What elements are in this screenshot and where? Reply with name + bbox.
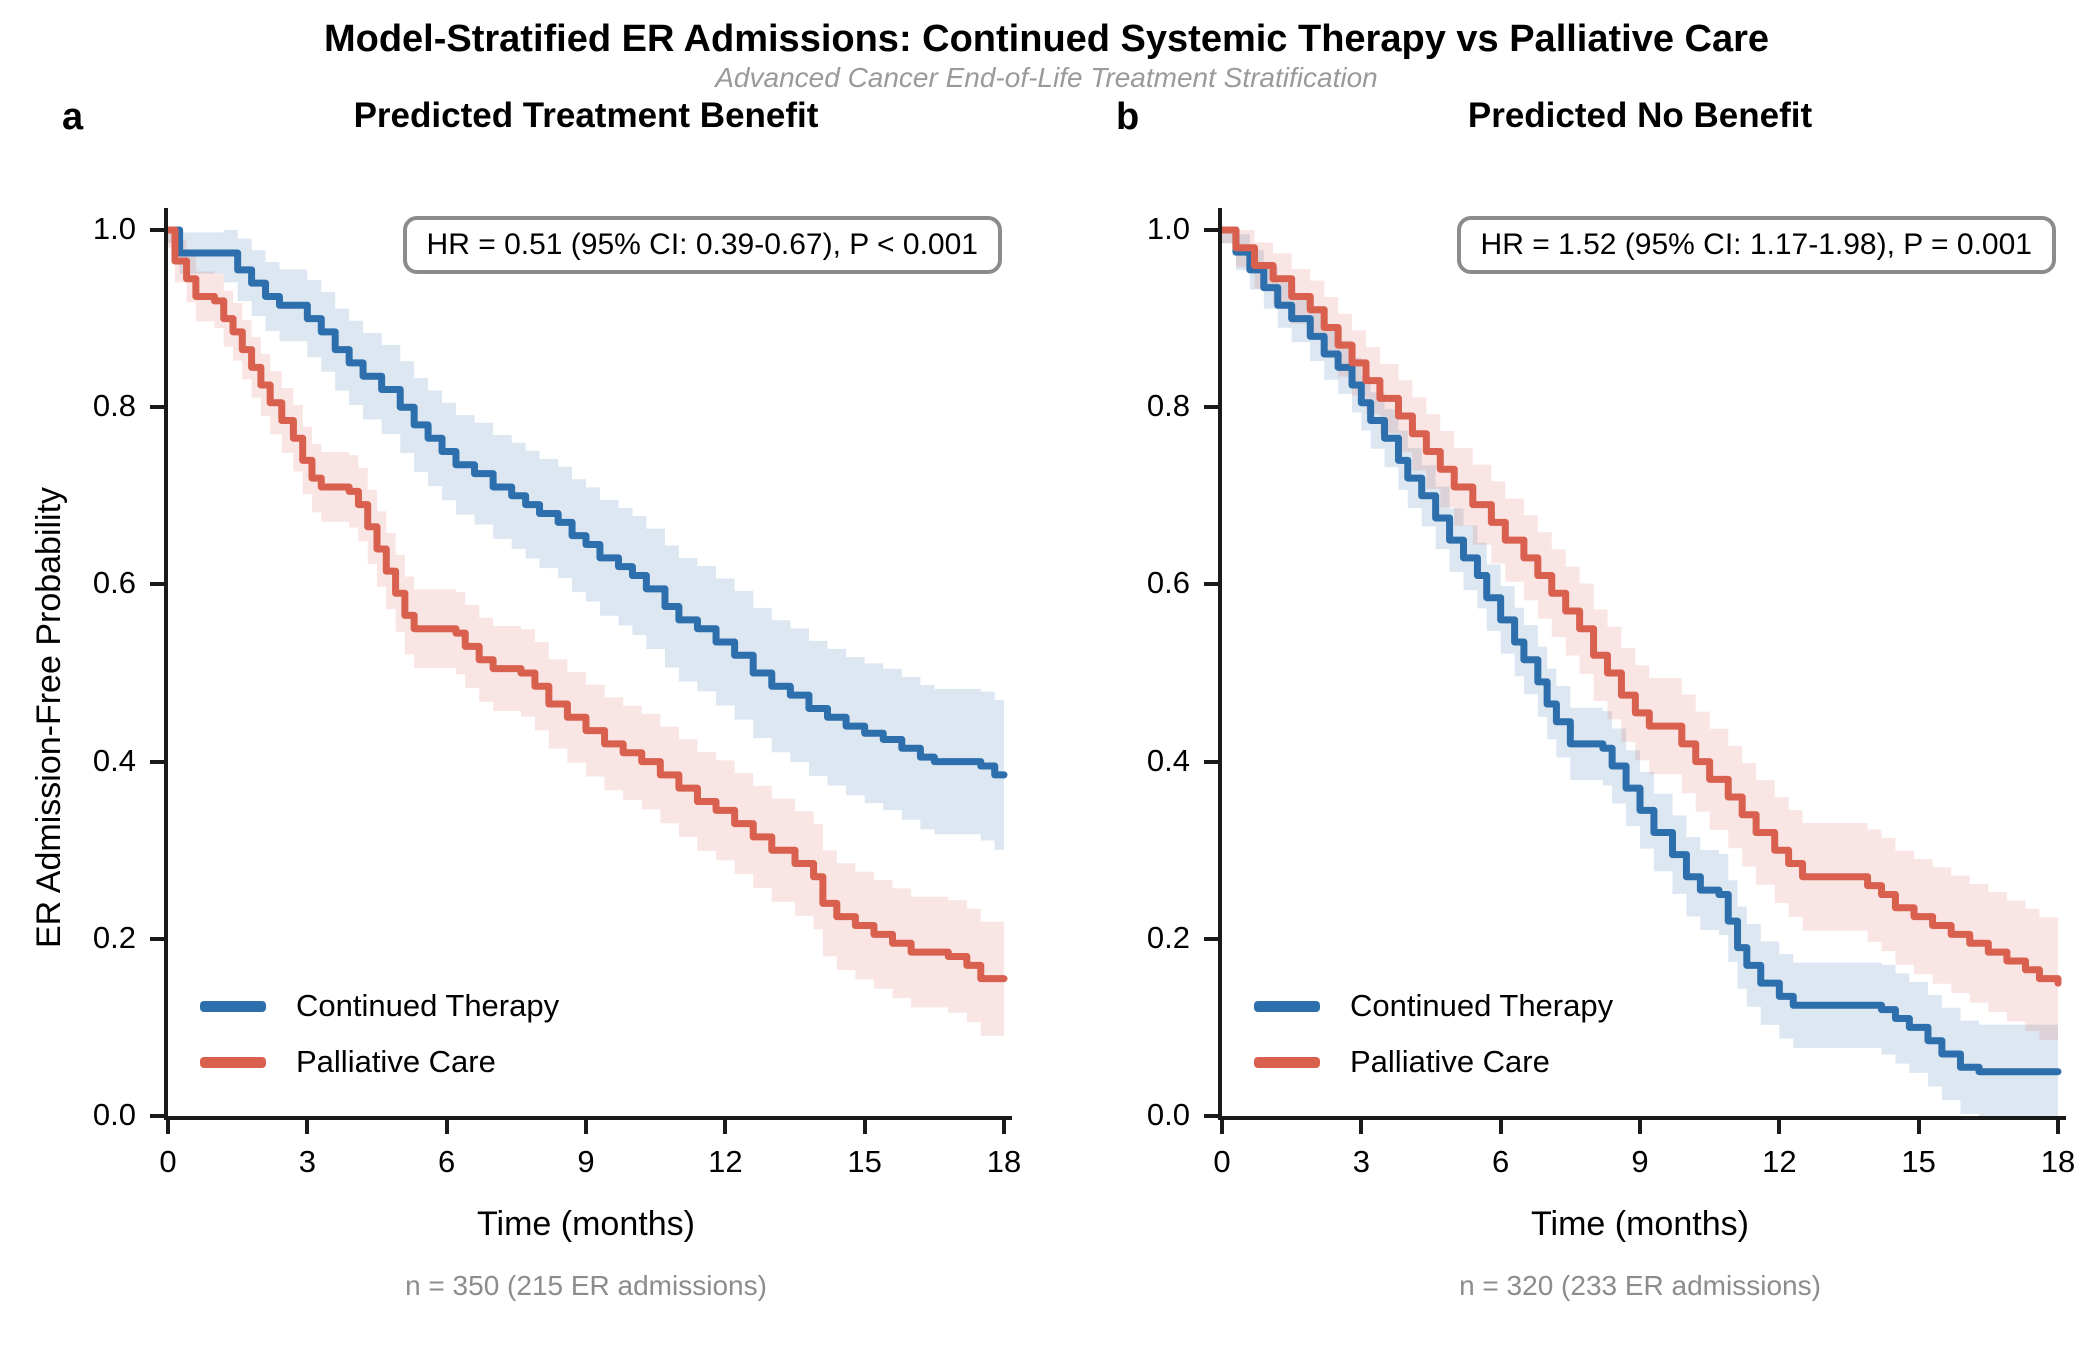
- panel-a-hr-annotation: HR = 0.51 (95% CI: 0.39-0.67), P < 0.001: [402, 216, 1002, 274]
- figure-subtitle: Advanced Cancer End-of-Life Treatment St…: [715, 62, 1378, 93]
- y-tick-label: 1.0: [1146, 211, 1190, 246]
- y-axis-spine: [1218, 208, 1222, 1120]
- panel-b-caption: n = 320 (233 ER admissions): [1459, 1270, 1821, 1301]
- x-tick-label: 3: [1352, 1144, 1370, 1179]
- y-tick: [1204, 582, 1218, 587]
- panel-a-legend: Continued Therapy Palliative Care: [200, 988, 559, 1080]
- x-tick-label: 6: [1492, 1144, 1510, 1179]
- panel-b-legend: Continued Therapy Palliative Care: [1254, 988, 1613, 1080]
- panel-b-km-curves: [1218, 226, 2062, 1116]
- continued-therapy-km-curve: [164, 226, 1008, 779]
- y-tick: [150, 936, 164, 941]
- y-tick-label: 0.0: [1146, 1097, 1190, 1132]
- x-tick-label: 18: [2040, 1144, 2076, 1179]
- x-tick: [444, 1120, 449, 1134]
- continued-therapy-line-swatch: [1254, 1000, 1320, 1012]
- x-tick: [1777, 1120, 1782, 1134]
- y-tick: [150, 228, 164, 232]
- panel-b-x-axis-label: Time (months): [1531, 1205, 1749, 1243]
- x-tick: [1002, 1120, 1006, 1134]
- x-tick-label: 12: [1762, 1144, 1797, 1179]
- y-tick: [1204, 936, 1218, 941]
- y-tick-label: 0.6: [92, 565, 136, 601]
- y-tick: [1204, 228, 1218, 232]
- y-tick-label: 0.4: [92, 742, 136, 778]
- legend-label-continued-therapy: Continued Therapy: [296, 988, 560, 1023]
- legend-label-continued-therapy: Continued Therapy: [1350, 988, 1614, 1023]
- x-axis-spine: [164, 1116, 1012, 1120]
- y-tick-label: 1.0: [92, 211, 136, 246]
- continued-therapy-km-curve: [1218, 226, 2062, 1076]
- x-tick-label: 0: [159, 1144, 177, 1179]
- y-tick-label: 0.6: [1146, 565, 1190, 601]
- y-tick: [1204, 405, 1218, 410]
- x-tick: [166, 1120, 170, 1134]
- legend-row-continued-therapy: Continued Therapy: [1254, 988, 1613, 1024]
- x-tick-label: 15: [847, 1144, 882, 1179]
- palliative-care-km-curve: [1218, 226, 2062, 987]
- palliative-care-line-swatch: [1254, 1056, 1320, 1068]
- y-tick-label: 0.4: [1146, 742, 1190, 778]
- y-axis-spine: [164, 208, 168, 1120]
- y-tick-label: 0.2: [1146, 919, 1190, 955]
- y-tick: [150, 405, 164, 410]
- legend-row-palliative-care: Palliative Care: [1254, 1044, 1613, 1080]
- y-tick: [150, 1114, 164, 1118]
- y-tick-label: 0.8: [1146, 388, 1190, 424]
- panel-a-label: a: [62, 96, 84, 138]
- legend-label-palliative-care: Palliative Care: [296, 1044, 496, 1079]
- x-tick-label: 3: [298, 1144, 316, 1179]
- y-tick: [150, 759, 164, 764]
- panel-a-title: Predicted Treatment Benefit: [353, 96, 819, 135]
- panel-b-title: Predicted No Benefit: [1467, 96, 1813, 135]
- x-tick-label: 6: [438, 1144, 456, 1179]
- legend-label-palliative-care: Palliative Care: [1350, 1044, 1550, 1079]
- x-axis-spine: [1218, 1116, 2066, 1120]
- panel-b-hr-annotation: HR = 1.52 (95% CI: 1.17-1.98), P = 0.001: [1456, 216, 2056, 274]
- figure-title: Model-Stratified ER Admissions: Continue…: [323, 18, 1770, 60]
- x-tick: [1359, 1120, 1364, 1134]
- x-tick: [584, 1120, 588, 1134]
- palliative-care-line-swatch: [200, 1056, 266, 1068]
- x-tick-label: 15: [1901, 1144, 1936, 1179]
- legend-row-continued-therapy: Continued Therapy: [200, 988, 559, 1024]
- x-tick-label: 0: [1213, 1144, 1231, 1179]
- x-tick: [1916, 1120, 1921, 1134]
- y-tick: [1204, 1114, 1218, 1118]
- x-tick-label: 18: [986, 1144, 1022, 1179]
- panel-a-x-axis-label: Time (months): [477, 1205, 695, 1243]
- x-tick: [1220, 1120, 1224, 1134]
- x-tick-label: 12: [708, 1144, 743, 1179]
- x-tick: [862, 1120, 867, 1134]
- y-tick: [150, 582, 164, 587]
- y-tick-label: 0.8: [92, 388, 136, 424]
- x-tick-label: 9: [1631, 1144, 1649, 1179]
- palliative-care-confidence-band: [1222, 230, 2058, 1046]
- continued-therapy-line-swatch: [200, 1000, 266, 1012]
- palliative-care-confidence-band: [168, 230, 1004, 1037]
- y-axis-label: ER Admission-Free Probability: [30, 486, 68, 948]
- panel-a-caption: n = 350 (215 ER admissions): [405, 1270, 767, 1301]
- x-tick: [1638, 1120, 1642, 1134]
- palliative-care-km-curve: [164, 226, 1008, 983]
- x-tick: [1498, 1120, 1503, 1134]
- x-tick: [723, 1120, 728, 1134]
- panel-a-plot-area: HR = 0.51 (95% CI: 0.39-0.67), P < 0.001…: [93, 208, 1021, 1179]
- panel-a-km-curves: [164, 226, 1008, 1037]
- y-tick-label: 0.0: [92, 1097, 136, 1132]
- panel-b-plot-area: HR = 1.52 (95% CI: 1.17-1.98), P = 0.001…: [1147, 208, 2075, 1179]
- y-tick: [1204, 759, 1218, 764]
- panel-b-label: b: [1116, 96, 1140, 138]
- x-tick: [305, 1120, 310, 1134]
- y-tick-label: 0.2: [92, 919, 136, 955]
- legend-row-palliative-care: Palliative Care: [200, 1044, 559, 1080]
- x-tick-label: 9: [577, 1144, 595, 1179]
- x-tick: [2056, 1120, 2060, 1134]
